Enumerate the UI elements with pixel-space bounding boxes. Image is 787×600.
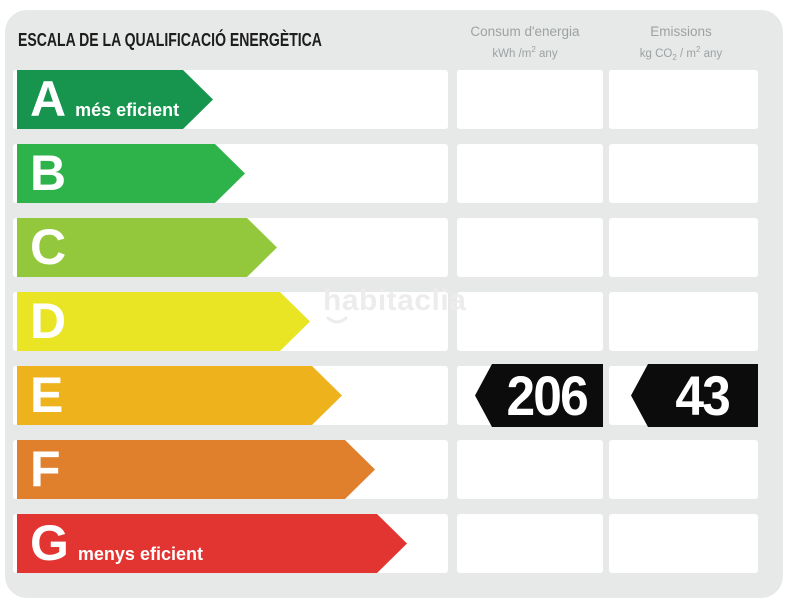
rating-arrow-d: D <box>17 292 310 351</box>
consum-cell-a <box>457 70 603 129</box>
rating-row-d: D <box>13 292 758 351</box>
rating-rows: A més eficient B C <box>13 70 758 588</box>
page-title: ESCALA DE LA QUALIFICACIÓ ENERGÈTICA <box>18 30 322 50</box>
grade-letter-a: A <box>30 71 67 127</box>
scale-cell-b: B <box>13 144 448 203</box>
column-header-emissions: Emissions kg CO2 / m2 any <box>604 23 758 65</box>
rating-row-e: E 206 43 <box>13 364 758 427</box>
rating-row-g: G menys eficient <box>13 514 758 573</box>
rating-row-f: F <box>13 440 758 499</box>
emissions-cell-d <box>609 292 758 351</box>
rating-arrow-b: B <box>17 144 245 203</box>
scale-cell-a: A més eficient <box>13 70 448 129</box>
emissions-cell-g <box>609 514 758 573</box>
emissions-label: Emissions <box>650 24 712 39</box>
watermark-habitaclia: habitaclia <box>323 284 467 324</box>
scale-cell-f: F <box>13 440 448 499</box>
rating-row-a: A més eficient <box>13 70 758 129</box>
grade-letter-g: G <box>30 515 69 571</box>
rating-arrow-a: A més eficient <box>17 70 213 129</box>
emissions-unit: kg CO2 / m2 any <box>639 45 723 63</box>
consum-cell-b <box>457 144 603 203</box>
emissions-value: 43 <box>675 363 730 427</box>
consum-cell-c <box>457 218 603 277</box>
consum-cell-g <box>457 514 603 573</box>
consum-value: 206 <box>506 363 588 427</box>
rating-arrow-f: F <box>17 440 375 499</box>
grade-letter-d: D <box>30 293 67 349</box>
rating-row-b: B <box>13 144 758 203</box>
emissions-cell-b <box>609 144 758 203</box>
consum-unit: kWh /m2 any <box>492 45 558 60</box>
rating-arrow-g: G menys eficient <box>17 514 407 573</box>
scale-cell-g: G menys eficient <box>13 514 448 573</box>
watermark-smile-icon <box>326 316 348 324</box>
column-header-consum: Consum d'energia kWh /m2 any <box>452 23 598 61</box>
scale-cell-e: E <box>13 366 448 425</box>
scale-cell-c: C <box>13 218 448 277</box>
consum-cell-f <box>457 440 603 499</box>
consum-value-arrow: 206 <box>475 364 603 427</box>
rating-arrow-c: C <box>17 218 277 277</box>
consum-label: Consum d'energia <box>470 24 580 39</box>
rating-row-c: C <box>13 218 758 277</box>
energy-rating-card: ESCALA DE LA QUALIFICACIÓ ENERGÈTICA Con… <box>5 10 783 598</box>
least-efficient-note: menys eficient <box>77 544 203 564</box>
grade-letter-c: C <box>30 219 67 275</box>
emissions-cell-c <box>609 218 758 277</box>
grade-letter-e: E <box>30 367 64 423</box>
emissions-cell-a <box>609 70 758 129</box>
emissions-value-arrow: 43 <box>631 364 758 427</box>
scale-cell-d: D <box>13 292 448 351</box>
grade-letter-f: F <box>30 441 61 497</box>
watermark-text: habitaclia <box>323 284 467 317</box>
most-efficient-note: més eficient <box>75 100 180 120</box>
grade-letter-b: B <box>30 145 67 201</box>
emissions-cell-e: 43 <box>609 364 758 427</box>
consum-cell-d <box>457 292 603 351</box>
consum-cell-e: 206 <box>457 364 603 427</box>
emissions-cell-f <box>609 440 758 499</box>
rating-arrow-e: E <box>17 366 342 425</box>
